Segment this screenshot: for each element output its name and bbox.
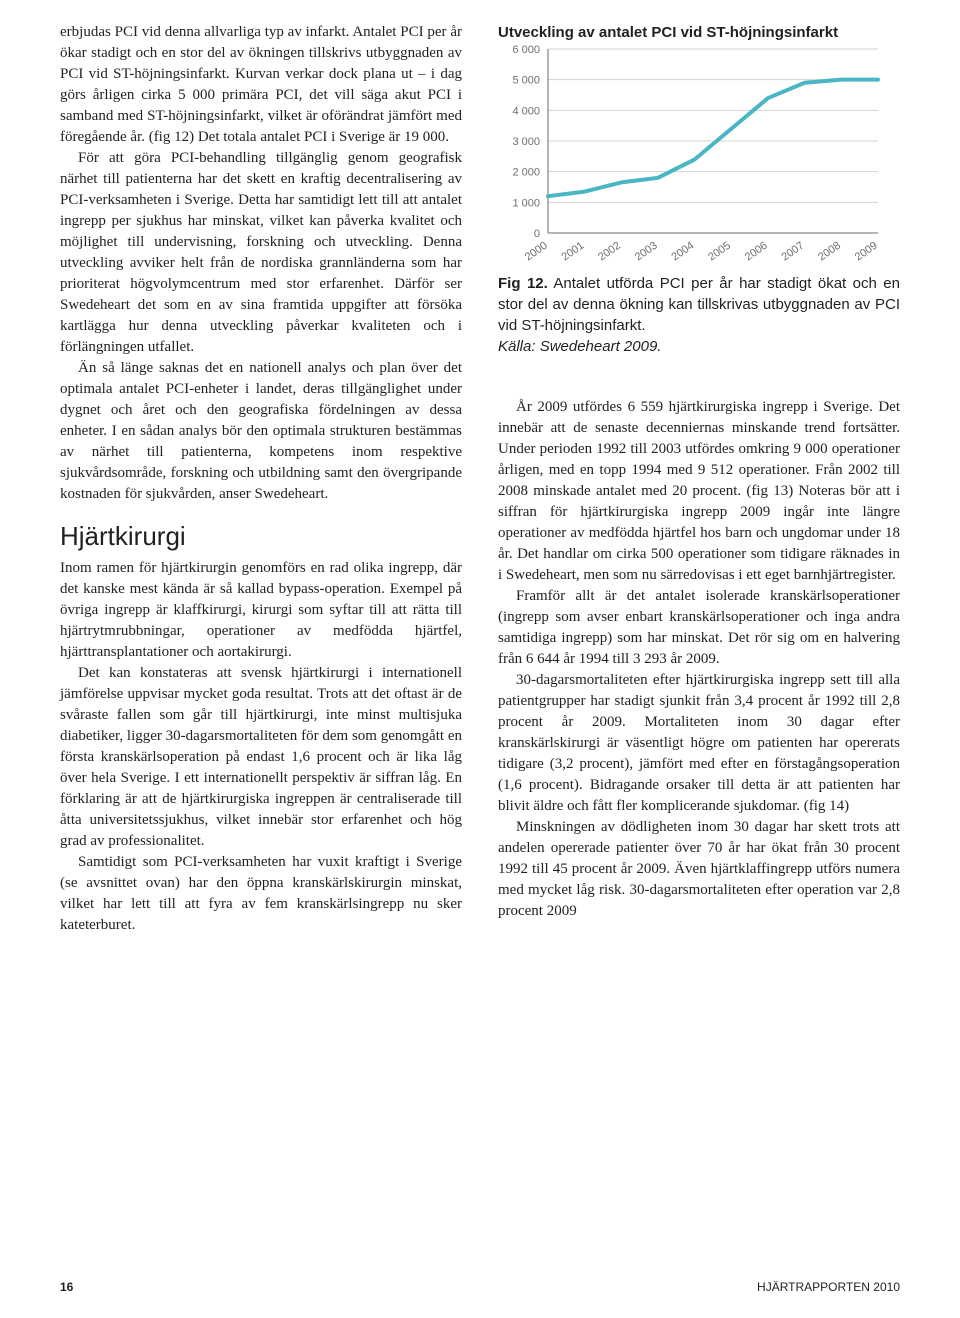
- section-heading: Hjärtkirurgi: [60, 521, 462, 552]
- caption-text: Antalet utförda PCI per år har stadigt ö…: [498, 275, 900, 334]
- svg-text:3 000: 3 000: [512, 136, 540, 148]
- left-column: erbjudas PCI vid denna allvarliga typ av…: [60, 22, 462, 936]
- body-paragraph: 30-dagarsmortaliteten efter hjärtkirurgi…: [498, 670, 900, 817]
- body-paragraph: År 2009 utfördes 6 559 hjärtkirurgiska i…: [498, 397, 900, 586]
- svg-text:4 000: 4 000: [512, 105, 540, 117]
- body-paragraph: Än så länge saknas det en nationell anal…: [60, 358, 462, 505]
- right-column: Utveckling av antalet PCI vid ST-höjning…: [498, 22, 900, 936]
- svg-text:5 000: 5 000: [512, 75, 540, 87]
- body-paragraph: För att göra PCI-behandling tillgänglig …: [60, 148, 462, 358]
- chart-block: Utveckling av antalet PCI vid ST-höjning…: [498, 22, 900, 357]
- caption-source: Källa: Swedeheart 2009.: [498, 338, 661, 355]
- body-paragraph: Framför allt är det antalet isolerade kr…: [498, 586, 900, 670]
- page-footer: 16 HJÄRTRAPPORTEN 2010: [0, 1280, 960, 1294]
- page-number: 16: [60, 1280, 73, 1294]
- svg-text:6 000: 6 000: [512, 44, 540, 56]
- body-paragraph: Inom ramen för hjärtkirurgin genomförs e…: [60, 558, 462, 663]
- svg-text:0: 0: [534, 228, 540, 240]
- svg-text:1 000: 1 000: [512, 197, 540, 209]
- svg-text:2 000: 2 000: [512, 167, 540, 179]
- figure-caption: Fig 12. Antalet utförda PCI per år har s…: [498, 273, 900, 357]
- body-paragraph: Samtidigt som PCI-verksamheten har vuxit…: [60, 852, 462, 936]
- chart-title: Utveckling av antalet PCI vid ST-höjning…: [498, 22, 900, 43]
- body-paragraph: Det kan konstateras att svensk hjärtkiru…: [60, 663, 462, 852]
- body-paragraph: erbjudas PCI vid denna allvarliga typ av…: [60, 22, 462, 148]
- figure-label: Fig 12.: [498, 275, 548, 292]
- body-paragraph: Minskningen av dödligheten inom 30 dagar…: [498, 817, 900, 922]
- doc-title: HJÄRTRAPPORTEN 2010: [757, 1280, 900, 1294]
- line-chart: 01 0002 0003 0004 0005 0006 000200020012…: [498, 43, 900, 273]
